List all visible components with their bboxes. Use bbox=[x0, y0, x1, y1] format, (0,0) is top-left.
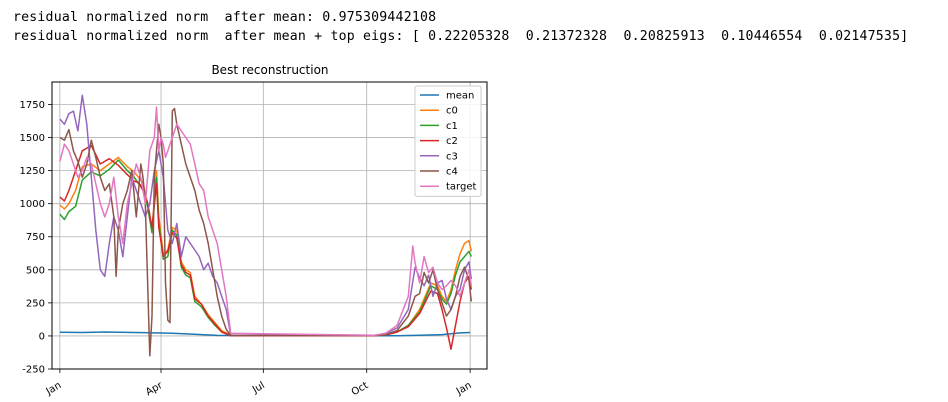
series-layer bbox=[59, 94, 473, 357]
legend-box bbox=[414, 85, 482, 197]
legend-label-mean: mean bbox=[446, 91, 474, 102]
plot-frame bbox=[51, 81, 488, 370]
series-line-c1 bbox=[59, 159, 472, 337]
y-tick-label: 0 bbox=[39, 331, 45, 342]
y-tick-label: 250 bbox=[26, 298, 45, 309]
legend-label-target: target bbox=[446, 182, 476, 193]
y-tick-label: -250 bbox=[22, 365, 45, 376]
y-tick-label: 1750 bbox=[20, 100, 45, 111]
series-line-c2 bbox=[59, 144, 473, 350]
x-tick-label: Jan bbox=[454, 380, 474, 398]
legend-label-c1: c1 bbox=[446, 121, 458, 132]
y-tick-label: 1250 bbox=[20, 166, 45, 177]
series-line-c4 bbox=[59, 107, 473, 357]
legend: mean c0 c1 c2 c3 c4 target bbox=[414, 85, 482, 197]
x-tick-label: Jan bbox=[44, 380, 64, 398]
output-line-1: residual normalized norm after mean: 0.9… bbox=[13, 10, 437, 25]
series-line-c3 bbox=[59, 94, 473, 337]
legend-label-c0: c0 bbox=[446, 106, 458, 117]
series-line-mean bbox=[59, 331, 471, 337]
legend-label-c3: c3 bbox=[446, 151, 458, 162]
y-tick-label: 500 bbox=[26, 265, 45, 276]
chart-title: Best reconstruction bbox=[211, 63, 328, 77]
x-tick-label: Oct bbox=[350, 380, 371, 398]
legend-label-c2: c2 bbox=[446, 136, 458, 147]
y-tick-label: 750 bbox=[26, 232, 45, 243]
axis-ticks: -250 0 250 500 750 1000 1250 1500 1750 Jan Apr Jul O… bbox=[20, 100, 474, 398]
y-tick-label: 1000 bbox=[20, 199, 45, 210]
x-tick-label: Apr bbox=[144, 380, 165, 399]
y-tick-label: 1500 bbox=[20, 133, 45, 144]
legend-label-c4: c4 bbox=[446, 167, 458, 178]
output-line-2: residual normalized norm after mean + to… bbox=[13, 29, 909, 44]
series-line-target bbox=[59, 106, 473, 337]
x-tick-label: Jul bbox=[250, 380, 267, 396]
